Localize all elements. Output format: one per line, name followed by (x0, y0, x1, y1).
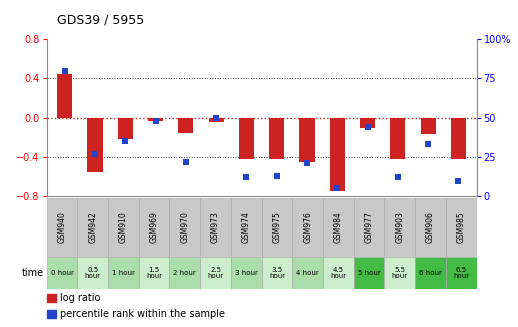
Bar (292, 257, 323, 289)
Bar (262, 257, 292, 289)
Bar (384, 198, 415, 257)
Bar (354, 257, 384, 289)
Bar (77, 257, 108, 289)
Bar (169, 257, 200, 289)
Text: GSM975: GSM975 (272, 211, 281, 243)
Text: GSM906: GSM906 (426, 211, 435, 243)
Bar (239, 118, 254, 159)
Bar (446, 257, 477, 289)
Bar (108, 198, 139, 257)
Bar (148, 118, 163, 121)
Bar (200, 257, 231, 289)
Text: 1.5
hour: 1.5 hour (146, 267, 162, 279)
Text: 3 hour: 3 hour (235, 270, 257, 276)
Text: 2.5
hour: 2.5 hour (208, 267, 224, 279)
Text: GDS39 / 5955: GDS39 / 5955 (57, 13, 144, 26)
Bar (269, 118, 284, 159)
Text: GSM973: GSM973 (211, 211, 220, 243)
Text: 5.5
hour: 5.5 hour (392, 267, 408, 279)
Text: GSM977: GSM977 (365, 211, 373, 243)
Text: GSM940: GSM940 (57, 211, 66, 243)
Bar (354, 198, 384, 257)
Bar (108, 257, 139, 289)
Bar (262, 198, 292, 257)
Text: GSM903: GSM903 (395, 211, 404, 243)
Text: GSM942: GSM942 (88, 211, 97, 243)
Text: 0 hour: 0 hour (51, 270, 74, 276)
Text: GSM910: GSM910 (119, 211, 128, 243)
Text: GSM984: GSM984 (334, 211, 343, 243)
Text: 2 hour: 2 hour (174, 270, 196, 276)
Bar (47, 198, 77, 257)
Bar (390, 118, 406, 159)
Bar (47, 257, 77, 289)
Bar (209, 118, 224, 122)
Bar (415, 257, 446, 289)
Text: GSM974: GSM974 (242, 211, 251, 243)
Text: 4.5
hour: 4.5 hour (330, 267, 347, 279)
Bar (330, 118, 345, 191)
Text: GSM976: GSM976 (303, 211, 312, 243)
Bar (299, 118, 314, 162)
Text: time: time (22, 268, 44, 278)
Bar (415, 198, 446, 257)
Bar (169, 198, 200, 257)
Bar (360, 118, 375, 128)
Bar (178, 118, 193, 133)
Text: 3.5
hour: 3.5 hour (269, 267, 285, 279)
Bar (446, 198, 477, 257)
Bar (231, 257, 262, 289)
Bar (384, 257, 415, 289)
Text: GSM985: GSM985 (457, 211, 466, 243)
Bar (139, 257, 169, 289)
Text: 5 hour: 5 hour (358, 270, 380, 276)
Bar (231, 198, 262, 257)
Bar (139, 198, 169, 257)
Bar (323, 198, 354, 257)
Text: GSM970: GSM970 (180, 211, 189, 243)
Text: GSM969: GSM969 (150, 211, 159, 243)
Text: log ratio: log ratio (60, 293, 100, 302)
Bar (421, 118, 436, 134)
Bar (57, 74, 73, 118)
Bar (292, 198, 323, 257)
Text: 4 hour: 4 hour (296, 270, 319, 276)
Bar (88, 118, 103, 172)
Text: 6.5
hour: 6.5 hour (453, 267, 469, 279)
Text: 6 hour: 6 hour (419, 270, 442, 276)
Bar (200, 198, 231, 257)
Text: 0.5
hour: 0.5 hour (84, 267, 100, 279)
Bar (323, 257, 354, 289)
Text: percentile rank within the sample: percentile rank within the sample (60, 309, 225, 319)
Bar (451, 118, 466, 159)
Bar (118, 118, 133, 139)
Text: 1 hour: 1 hour (112, 270, 135, 276)
Bar (77, 198, 108, 257)
